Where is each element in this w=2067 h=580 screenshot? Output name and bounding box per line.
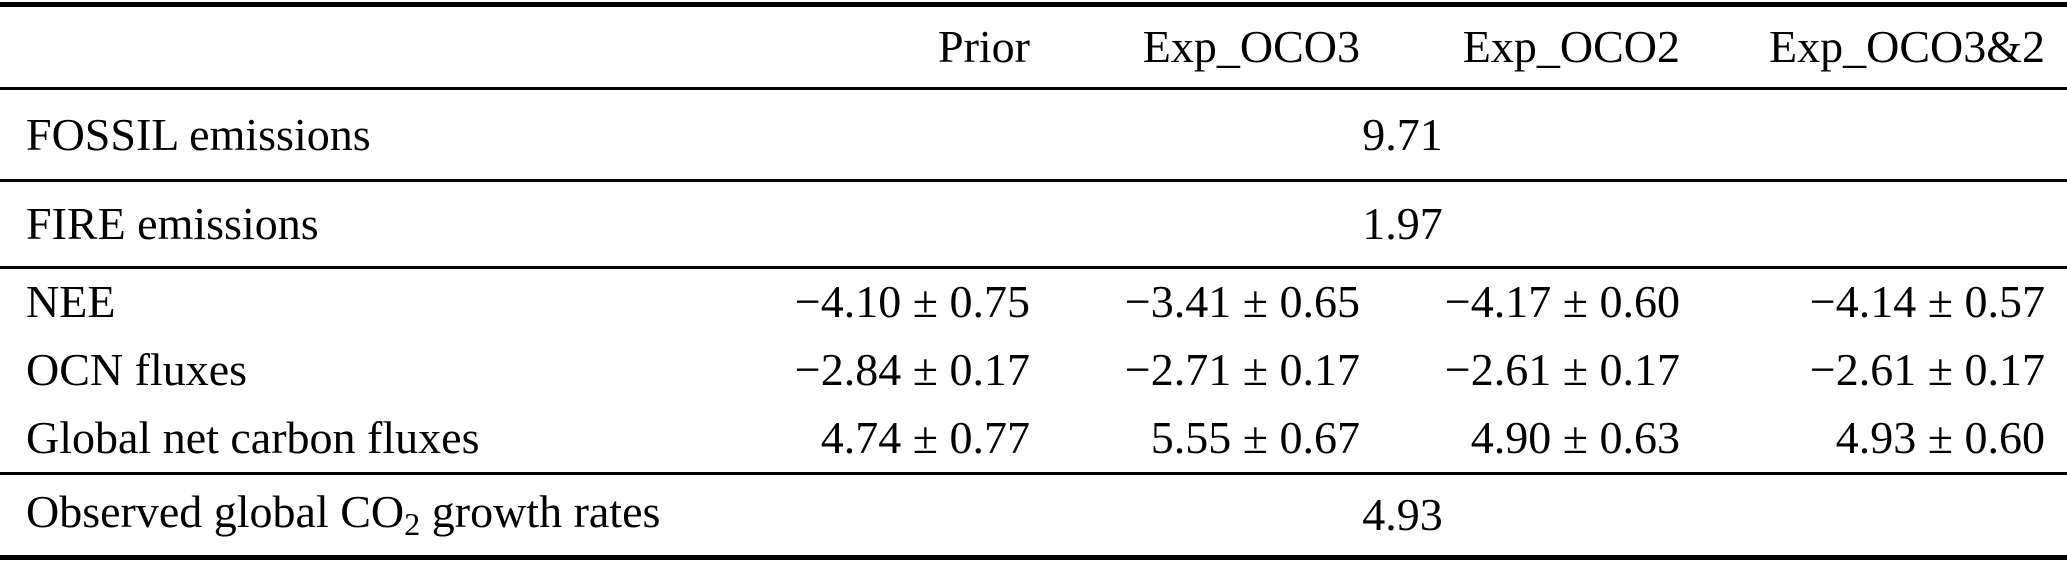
cell-exp-oco2: 4.90 ± 0.63 bbox=[1470, 411, 1680, 463]
col-header-exp-oco3and2: Exp_OCO3&2 bbox=[1769, 21, 2045, 72]
results-table: Prior Exp_OCO3 Exp_OCO2 Exp_OCO3&2 FOSSI… bbox=[0, 2, 2067, 560]
cell-exp-oco3and2: −4.14 ± 0.57 bbox=[1809, 276, 2045, 328]
row-ocn-fluxes: OCN fluxes −2.84 ± 0.17 −2.71 ± 0.17 −2.… bbox=[0, 336, 2067, 404]
row-nee: NEE −4.10 ± 0.75 −3.41 ± 0.65 −4.17 ± 0.… bbox=[0, 268, 2067, 336]
co2-subscript: 2 bbox=[404, 506, 421, 543]
merged-value-cell: 1.97 bbox=[1362, 198, 1443, 249]
col-header-prior: Prior bbox=[938, 21, 1030, 72]
col-header-empty bbox=[0, 5, 760, 89]
col-header-exp-oco3: Exp_OCO3 bbox=[1142, 21, 1360, 72]
row-label: Observed global CO2 growth rates bbox=[0, 474, 760, 558]
header-row: Prior Exp_OCO3 Exp_OCO2 Exp_OCO3&2 bbox=[0, 4, 2067, 89]
cell-exp-oco3and2: −2.61 ± 0.17 bbox=[1809, 343, 2045, 395]
cell-exp-oco2: −2.61 ± 0.17 bbox=[1444, 343, 1680, 395]
cell-exp-oco2: −4.17 ± 0.60 bbox=[1444, 276, 1680, 328]
col-header-exp-oco2: Exp_OCO2 bbox=[1462, 21, 1680, 72]
row-label: OCN fluxes bbox=[26, 343, 248, 395]
row-global-net-carbon-fluxes: Global net carbon fluxes 4.74 ± 0.77 5.5… bbox=[0, 404, 2067, 474]
merged-value-cell: 9.71 bbox=[1362, 108, 1443, 160]
row-label: Global net carbon fluxes bbox=[26, 411, 480, 463]
cell-prior: 4.74 ± 0.77 bbox=[820, 411, 1030, 463]
merged-value-cell: 4.93 bbox=[1362, 489, 1443, 540]
cell-exp-oco3: −3.41 ± 0.65 bbox=[1124, 276, 1360, 328]
row-label: FOSSIL emissions bbox=[26, 108, 371, 160]
table-body: FOSSIL emissions 9.71 FIRE emissions 1.9… bbox=[0, 89, 2067, 558]
cell-exp-oco3: −2.71 ± 0.17 bbox=[1124, 343, 1360, 395]
row-label-suffix: growth rates bbox=[420, 486, 661, 538]
cell-prior: −2.84 ± 0.17 bbox=[794, 343, 1030, 395]
row-observed-co2-growth-rates: Observed global CO2 growth rates 4.93 bbox=[0, 474, 2067, 558]
row-fossil-emissions: FOSSIL emissions 9.71 bbox=[0, 89, 2067, 181]
table-header: Prior Exp_OCO3 Exp_OCO2 Exp_OCO3&2 bbox=[0, 4, 2067, 89]
row-fire-emissions: FIRE emissions 1.97 bbox=[0, 181, 2067, 268]
cell-exp-oco3and2: 4.93 ± 0.60 bbox=[1835, 411, 2045, 463]
row-label-prefix: Observed global CO bbox=[26, 486, 405, 538]
row-label: FIRE emissions bbox=[26, 198, 319, 249]
cell-exp-oco3: 5.55 ± 0.67 bbox=[1150, 411, 1360, 463]
row-label: NEE bbox=[26, 276, 116, 328]
cell-prior: −4.10 ± 0.75 bbox=[794, 276, 1030, 328]
